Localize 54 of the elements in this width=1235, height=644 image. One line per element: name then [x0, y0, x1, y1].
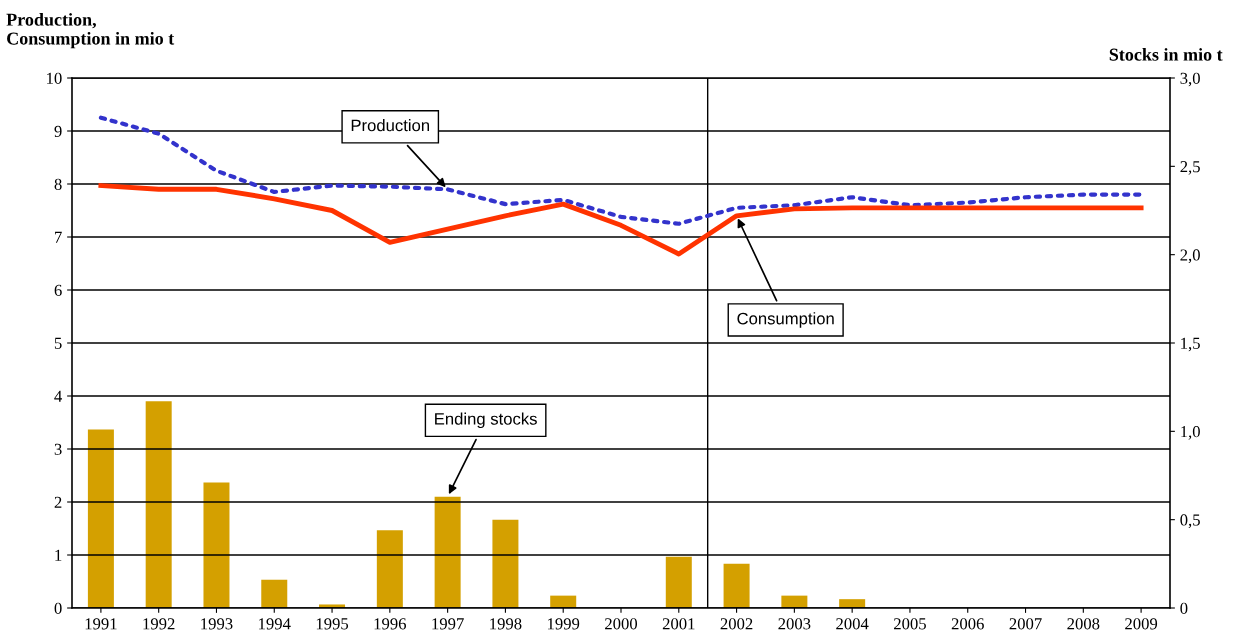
y-tick-label: 6 — [54, 284, 62, 296]
bar — [145, 401, 172, 608]
x-tick-label: 1997 — [432, 618, 464, 630]
x-tick-label: 1995 — [316, 618, 349, 630]
x-tick-label: 2007 — [1009, 618, 1042, 630]
x-tick-label: 2002 — [720, 618, 753, 630]
y2-tick-label: 1,5 — [1181, 337, 1200, 352]
bar — [87, 429, 114, 608]
x-tick-label: 1999 — [548, 618, 580, 630]
bar — [723, 563, 750, 608]
x-tick-label: 1992 — [143, 618, 175, 630]
bar — [434, 496, 461, 608]
bar — [665, 556, 692, 608]
x-tick-label: 1993 — [201, 618, 233, 630]
y2-tick-label: 2,5 — [1180, 161, 1200, 175]
y-axis-title: Production, Consumption in mio t — [6, 13, 175, 49]
x-tick-label: 2000 — [605, 618, 638, 630]
x-tick-label: 1996 — [374, 618, 407, 630]
bar — [839, 599, 866, 608]
annotation: Consumption — [737, 312, 834, 328]
line-series — [98, 115, 1144, 226]
y-tick-label: 0 — [54, 602, 62, 614]
y-tick-label: 2 — [54, 496, 62, 508]
y-tick-label: 4 — [54, 390, 63, 402]
y-tick-label: 10 — [47, 72, 62, 84]
x-tick-label: 2009 — [1125, 618, 1158, 630]
y2-tick-label: 2,0 — [1180, 249, 1200, 264]
bar — [261, 579, 288, 608]
x-tick-label: 1998 — [490, 618, 522, 630]
x-tick-label: 2008 — [1067, 618, 1100, 630]
x-tick-label: 2003 — [778, 618, 811, 630]
y-tick-label: 9 — [54, 125, 62, 137]
y2-tick-label: 0,5 — [1180, 514, 1200, 529]
y2-tick-label: 3,0 — [1180, 72, 1200, 87]
x-tick-label: 1991 — [85, 618, 117, 630]
bar — [492, 519, 519, 608]
x-tick-label: 2005 — [894, 618, 926, 630]
y-tick-label: 8 — [54, 178, 62, 190]
annotation: Ending stocks — [435, 412, 537, 429]
x-tick-label: 1994 — [259, 618, 291, 630]
annotation: Production — [351, 119, 430, 132]
y-tick-label: 1 — [55, 549, 62, 561]
y2-tick-label: 1,0 — [1181, 426, 1200, 440]
y-tick-label: 5 — [54, 337, 62, 349]
y2-axis-title: Stocks in mio t — [1109, 48, 1223, 61]
line-series — [98, 183, 1144, 257]
x-tick-label: 2006 — [951, 618, 984, 630]
x-tick-label: 2004 — [836, 618, 869, 630]
bar — [203, 482, 230, 608]
x-tick-label: 2001 — [662, 618, 695, 630]
y2-tick-label: 0 — [1180, 602, 1188, 614]
y-tick-label: 3 — [54, 443, 62, 455]
bar — [376, 530, 403, 608]
y-tick-label: 7 — [55, 231, 62, 243]
